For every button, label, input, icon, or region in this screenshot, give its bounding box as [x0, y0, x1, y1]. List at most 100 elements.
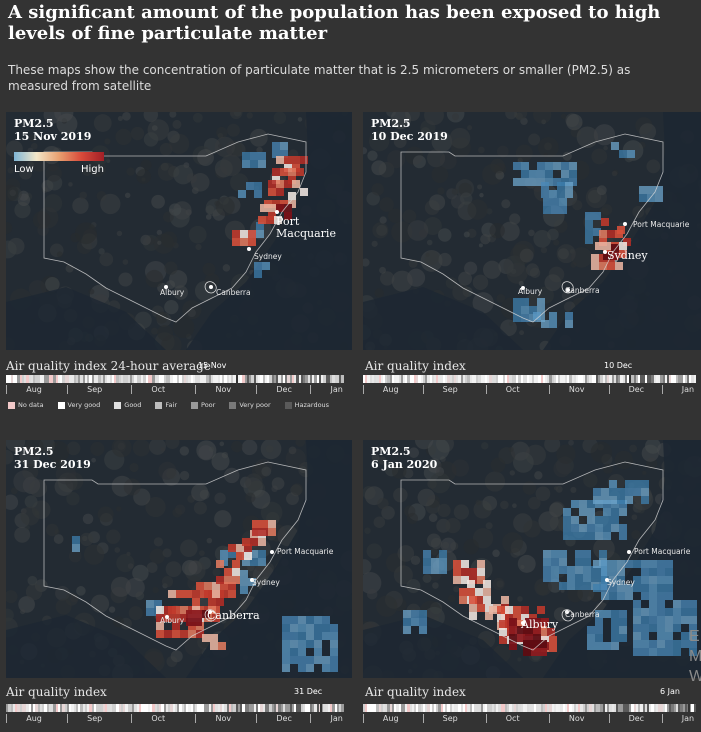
aqi-day — [593, 704, 596, 712]
aqi-day — [671, 704, 674, 712]
aqi-day — [374, 704, 377, 712]
pm-cell — [689, 640, 697, 648]
aqi-day — [44, 375, 47, 383]
pm-cell — [563, 508, 571, 516]
city-label-port-macquarie: Port Macquarie — [277, 547, 334, 556]
pm-cell — [499, 636, 507, 644]
aqi-day — [224, 704, 227, 712]
pm-cell — [649, 568, 657, 576]
aqi-day — [691, 375, 694, 383]
aqi-day — [476, 704, 479, 712]
pm-cell — [657, 632, 665, 640]
pm-cell — [563, 524, 571, 532]
pm-cell — [224, 576, 232, 584]
pm-cell — [657, 560, 665, 568]
pm-cell — [617, 584, 625, 592]
aqi-day — [179, 704, 182, 712]
aqi-day — [332, 704, 335, 712]
aqi-category-swatch — [57, 401, 65, 409]
pm-cell — [649, 600, 657, 608]
aqi-day — [199, 375, 202, 383]
aqi-day — [538, 704, 541, 712]
pm-cell — [587, 500, 595, 508]
ocean-south — [6, 615, 166, 678]
aqi-day — [465, 375, 468, 383]
aqi-day — [6, 704, 9, 712]
aqi-day — [240, 704, 243, 712]
aqi-day — [582, 375, 585, 383]
pm-label: PM2.5 — [14, 445, 54, 458]
pm-cell — [609, 496, 617, 504]
aqi-day — [341, 704, 344, 712]
aqi-category: Poor — [191, 401, 215, 409]
aqi-title: Air quality index — [6, 685, 107, 699]
aqi-day — [226, 704, 229, 712]
city-label-port-macquarie: Port Macquarie — [633, 220, 690, 229]
aqi-day — [118, 375, 121, 383]
aqi-day — [640, 704, 643, 712]
pm-cell — [250, 152, 258, 160]
pm-cell — [439, 550, 447, 558]
pm-cell — [655, 186, 663, 194]
pm-cell — [641, 616, 649, 624]
aqi-day — [691, 704, 694, 712]
city-label-sydney: Sydney — [607, 578, 635, 587]
aqi-day — [84, 704, 87, 712]
aqi-day — [567, 704, 570, 712]
pm-cell — [539, 640, 547, 648]
aqi-day — [611, 704, 614, 712]
aqi-day — [312, 704, 315, 712]
aqi-day — [242, 704, 245, 712]
aqi-day — [522, 375, 525, 383]
pm-cell — [681, 616, 689, 624]
aqi-day — [53, 704, 56, 712]
aqi-day — [251, 704, 254, 712]
pm-cell — [689, 600, 697, 608]
pm-cell — [601, 568, 609, 576]
pm-cell — [224, 568, 232, 576]
ocean — [543, 112, 701, 350]
aqi-day — [222, 704, 225, 712]
aqi-day — [456, 704, 459, 712]
aqi-day — [378, 375, 381, 383]
pm-cell — [649, 624, 657, 632]
aqi-day — [287, 375, 290, 383]
aqi-day — [580, 375, 583, 383]
pm-cell — [521, 606, 529, 614]
month-tick — [310, 714, 312, 723]
pm-cell — [258, 550, 266, 558]
pm-cell — [649, 648, 657, 656]
pm-cell — [665, 616, 673, 624]
pm-cell — [220, 550, 228, 558]
pm-cell — [641, 568, 649, 576]
aqi-day — [170, 375, 173, 383]
aqi-day — [569, 375, 572, 383]
city-label-port-macquarie: Port Macquarie — [276, 215, 336, 240]
aqi-day — [396, 375, 399, 383]
pm-cell — [537, 162, 545, 170]
pm-cell — [292, 156, 300, 164]
pm-cell — [551, 206, 559, 214]
aqi-day — [10, 375, 13, 383]
aqi-day — [150, 375, 153, 383]
pm-cell — [521, 162, 529, 170]
aqi-day — [422, 704, 426, 712]
aqi-day — [416, 704, 419, 712]
aqi-day — [640, 375, 643, 383]
aqi-day — [622, 375, 625, 383]
pm-cell — [609, 584, 617, 592]
aqi-day — [262, 704, 265, 712]
aqi-day — [651, 375, 654, 383]
pm-cell — [210, 642, 218, 650]
aqi-day — [604, 704, 608, 712]
pm-cell — [633, 640, 641, 648]
city-label-albury: Albury — [160, 616, 185, 625]
pm-cell — [575, 558, 583, 566]
map-date: 15 Nov 2019 — [14, 130, 92, 143]
aqi-day — [114, 704, 117, 712]
city-label-albury: Albury — [160, 288, 185, 297]
nsw-border — [400, 461, 664, 651]
pm-cell — [559, 558, 567, 566]
aqi-day — [341, 375, 344, 383]
pm-cell — [617, 226, 625, 234]
